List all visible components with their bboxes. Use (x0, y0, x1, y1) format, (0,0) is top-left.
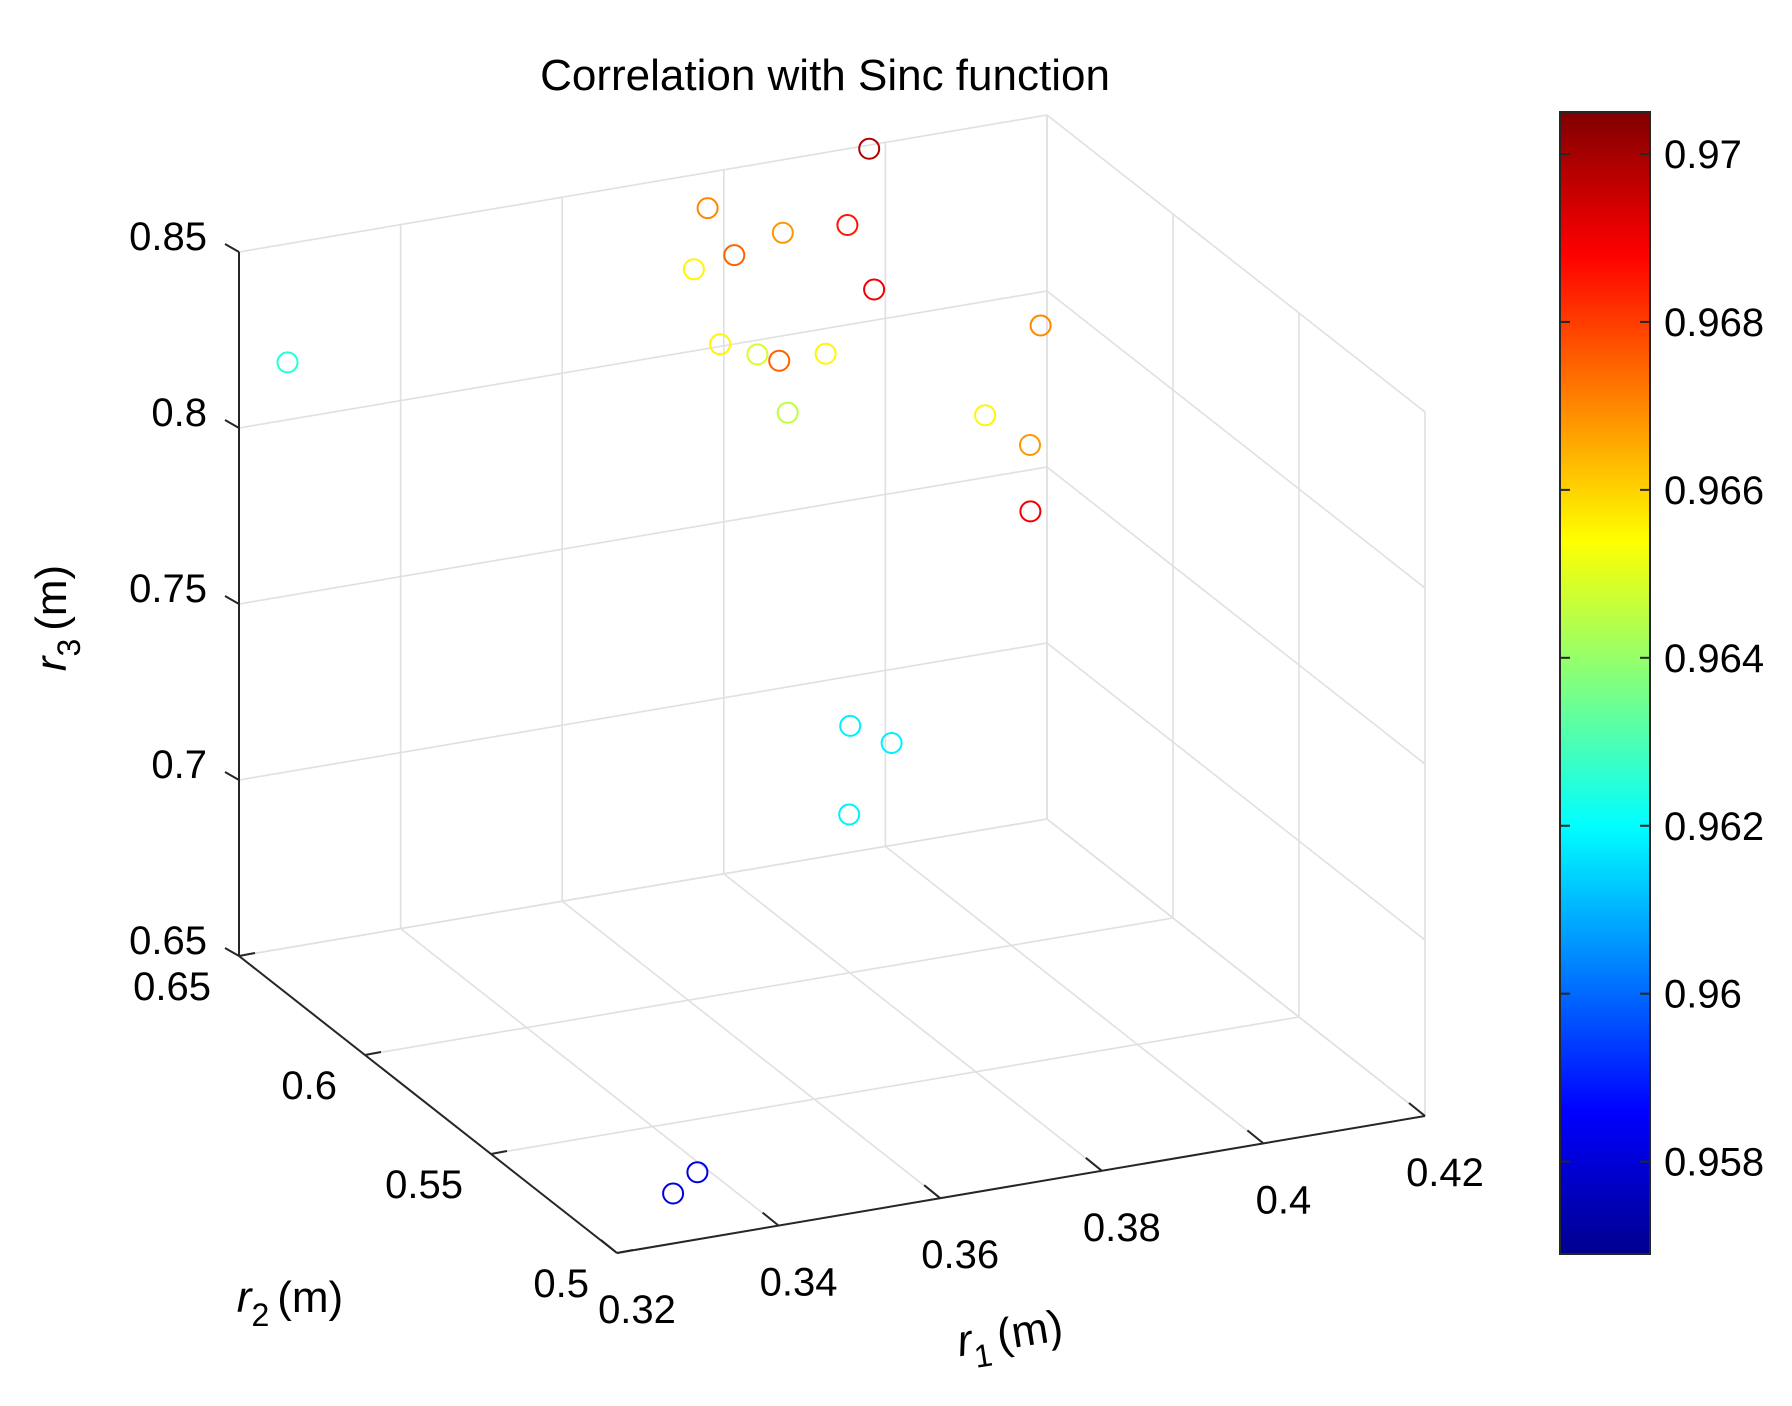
grid-backwall-z-1 (238, 642, 1048, 781)
data-point-12 (771, 221, 794, 244)
y-tick-label-1: 0.55 (385, 1163, 463, 1207)
x-axis-label-sub: 1 (972, 1336, 995, 1374)
x-tick-1 (761, 1211, 780, 1227)
x-tick-label-4: 0.4 (1256, 1178, 1312, 1222)
x-tick-2 (923, 1184, 941, 1199)
x-tick-label-0: 0.32 (598, 1288, 676, 1332)
data-point-2 (686, 1161, 709, 1184)
x-tick-label-3: 0.38 (1083, 1206, 1161, 1250)
z-tick-label-2: 0.75 (129, 567, 207, 611)
x-tick-5 (1408, 1102, 1426, 1117)
data-point-16 (768, 349, 791, 372)
y-tick-label-2: 0.6 (281, 1064, 337, 1108)
colorbar-tick-label-6: 0.97 (1664, 133, 1742, 177)
grid-sidewall-z-0 (1046, 818, 1426, 1117)
y-axis-label-unit: (m) (277, 1273, 343, 1322)
x-tick-0 (600, 1239, 618, 1254)
z-tick-label-1: 0.7 (151, 743, 207, 787)
y-tick-3 (238, 952, 256, 957)
data-point-21 (1019, 500, 1042, 523)
y-axis-label-sub: 2 (251, 1297, 269, 1333)
z-tick-2 (224, 595, 240, 605)
axes: 0.32 0.34 0.36 0.38 0.4 0.42 0.5 0.55 0.6 0.650.6… (129, 215, 1484, 1332)
colorbar-gradient (1559, 111, 1651, 1255)
z-tick-label-4: 0.85 (129, 215, 207, 259)
x-axis-label: r1(m) (953, 1301, 1067, 1377)
grid-floor-y-2 (364, 917, 1174, 1056)
data-point-14 (709, 333, 732, 356)
data-point-6 (858, 137, 881, 160)
data-points (276, 137, 1052, 1205)
data-point-13 (682, 258, 705, 281)
grid-sidewall-z-3 (1046, 290, 1426, 589)
x-axis-label-unit: (m) (993, 1301, 1066, 1360)
y-tick-label-3: 0.65 (133, 965, 211, 1009)
y-tick-1 (490, 1150, 508, 1155)
x-tick-label-5: 0.42 (1406, 1151, 1484, 1195)
z-axis-label-var: r (27, 654, 76, 671)
colorbar-tick-label-4: 0.966 (1664, 469, 1764, 513)
grid-lines (238, 114, 1426, 1254)
data-point-10 (696, 197, 719, 220)
data-point-17 (776, 401, 799, 424)
data-point-1 (662, 1182, 685, 1205)
grid-floor-x-3 (723, 873, 1103, 1172)
x-axis-line (616, 1115, 1426, 1254)
y-tick-0 (616, 1249, 634, 1254)
x-tick-3 (1085, 1157, 1103, 1172)
z-axis-label: r3 (m) (27, 565, 87, 671)
y-tick-2 (364, 1051, 382, 1056)
grid-floor-x-2 (561, 900, 941, 1199)
colorbar-tick-label-0: 0.958 (1664, 1141, 1764, 1185)
y-tick-label-0: 0.5 (533, 1262, 589, 1306)
grid-sidewall-z-1 (1046, 642, 1426, 941)
data-point-9 (1029, 314, 1052, 337)
colorbar (1559, 111, 1651, 1255)
colorbar-ticks: 0.958 0.96 0.962 0.964 0.966 0.968 0.97 (1560, 133, 1764, 1185)
data-point-18 (814, 342, 837, 365)
data-point-0 (276, 351, 299, 374)
data-point-5 (838, 803, 861, 826)
grid-floor-x-1 (400, 927, 780, 1227)
z-axis-label-unit: (m) (27, 565, 76, 631)
grid-backwall-z-0 (238, 818, 1048, 957)
colorbar-tick-label-1: 0.96 (1664, 973, 1742, 1017)
grid-floor-x-4 (884, 845, 1264, 1145)
data-point-3 (839, 714, 862, 737)
grid-backwall-z-3 (238, 290, 1048, 429)
colorbar-tick-label-3: 0.964 (1664, 637, 1764, 681)
grid-floor-y-1 (490, 1016, 1300, 1155)
y-axis-line (238, 955, 618, 1254)
grid-backwall-z-4 (238, 114, 1048, 253)
x-tick-label-2: 0.36 (921, 1233, 999, 1277)
grid-sidewall-z-2 (1046, 466, 1426, 765)
data-point-7 (836, 214, 859, 236)
chart-title: Correlation with Sinc function (540, 51, 1110, 100)
data-point-20 (1019, 434, 1041, 456)
data-point-8 (863, 278, 886, 301)
grid-sidewall-z-4 (1046, 114, 1426, 413)
z-tick-label-3: 0.8 (151, 391, 207, 435)
z-axis-label-sub: 3 (51, 639, 87, 657)
colorbar-tick-label-2: 0.962 (1664, 805, 1764, 849)
data-point-4 (880, 732, 903, 754)
data-point-15 (746, 343, 769, 366)
grid-backwall-z-2 (238, 466, 1048, 605)
data-point-11 (723, 244, 746, 267)
x-tick-4 (1246, 1129, 1265, 1145)
z-tick-4 (224, 243, 240, 253)
x-tick-label-1: 0.34 (760, 1261, 838, 1305)
y-axis-label-var: r (237, 1273, 254, 1322)
colorbar-tick-label-5: 0.968 (1664, 301, 1764, 345)
z-tick-1 (224, 771, 240, 781)
y-axis-label: r2 (m) (237, 1273, 343, 1333)
z-tick-3 (224, 419, 240, 429)
z-tick-label-0: 0.65 (129, 919, 207, 963)
z-tick-0 (224, 947, 240, 957)
data-point-19 (974, 404, 997, 427)
